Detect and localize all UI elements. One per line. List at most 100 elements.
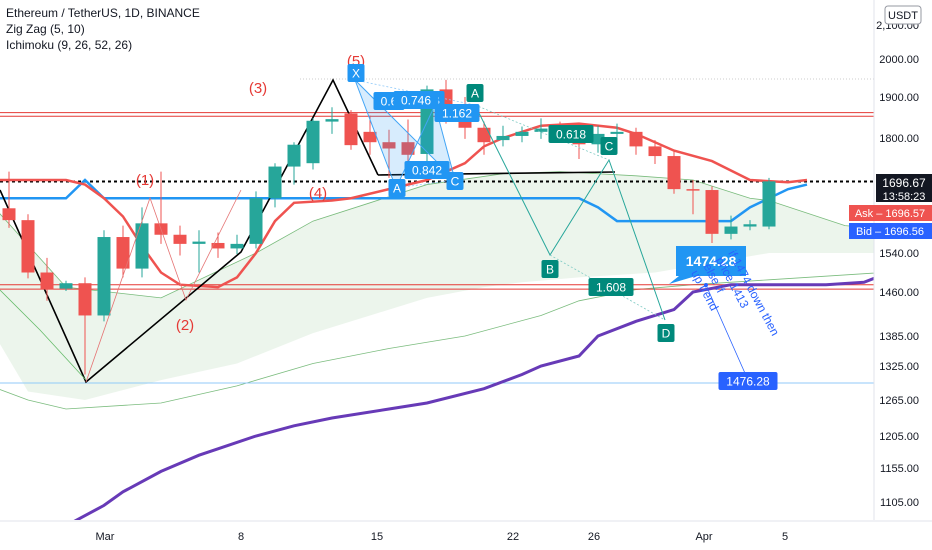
harmonic-x-label-text: X bbox=[352, 67, 360, 81]
candle-body bbox=[97, 237, 111, 316]
candle-body bbox=[610, 131, 624, 134]
abcd-d-label-text: D bbox=[662, 327, 671, 341]
candle-body bbox=[40, 272, 54, 290]
price-tick-label: 1540.00 bbox=[879, 248, 919, 260]
candle-body bbox=[382, 142, 396, 149]
candle-body bbox=[515, 131, 529, 136]
symbol-title: Ethereum / TetherUS, 1D, BINANCE bbox=[6, 6, 200, 20]
candle bbox=[116, 225, 130, 278]
bid-badge-bg bbox=[849, 223, 932, 239]
candle bbox=[344, 110, 358, 150]
currency-badge-bg bbox=[884, 5, 922, 25]
candle-body bbox=[724, 226, 738, 234]
ichimoku-cloud bbox=[0, 171, 874, 400]
candle bbox=[249, 191, 263, 249]
candle bbox=[268, 163, 282, 208]
projection-callout: 1474.28 bbox=[669, 246, 746, 284]
ratio-label-2-text: 1.162 bbox=[442, 107, 472, 121]
candle bbox=[401, 119, 415, 162]
ratio-label-5-bg bbox=[588, 278, 634, 296]
ratio-label-0-text: 0.6 bbox=[381, 95, 398, 109]
candle-body bbox=[686, 189, 700, 191]
abcd-a-label: A bbox=[466, 84, 484, 102]
candle-body bbox=[287, 144, 301, 167]
candle bbox=[496, 125, 510, 147]
candle bbox=[629, 127, 643, 155]
candle bbox=[325, 107, 339, 134]
zigzag-indicator-label[interactable]: Zig Zag (5, 10) bbox=[6, 22, 85, 36]
candle-body bbox=[344, 113, 358, 146]
ichimoku-indicator-label[interactable]: Ichimoku (9, 26, 52, 26) bbox=[6, 38, 133, 52]
wave-label-3: (3) bbox=[249, 80, 267, 97]
target-price-label-text: 1476.28 bbox=[726, 375, 770, 389]
ratio-label-4-bg bbox=[548, 125, 594, 143]
green-sub-line bbox=[0, 289, 87, 381]
currency-badge: USDT bbox=[884, 5, 922, 25]
candle-body bbox=[21, 220, 35, 273]
candle-body bbox=[648, 146, 662, 157]
candle-body bbox=[306, 120, 320, 164]
candle bbox=[534, 118, 548, 139]
candle bbox=[21, 214, 35, 279]
price-tick-label: 1460.00 bbox=[879, 287, 919, 299]
candle bbox=[78, 277, 92, 375]
candle bbox=[515, 126, 529, 143]
candle bbox=[230, 234, 244, 254]
abcd-a-label-text: A bbox=[471, 87, 479, 101]
abcd-b-label-text: B bbox=[546, 263, 554, 277]
candle bbox=[610, 123, 624, 141]
candle bbox=[97, 230, 111, 322]
ratio-label-1-bg bbox=[393, 91, 439, 109]
candle bbox=[591, 125, 605, 153]
ratio-label-4-text: 0.618 bbox=[556, 128, 586, 142]
price-tick-label: 1325.00 bbox=[879, 361, 919, 373]
candle-body bbox=[363, 131, 377, 143]
candle-body bbox=[762, 181, 776, 227]
candle bbox=[686, 180, 700, 215]
chart-legend: Ethereum / TetherUS, 1D, BINANCE Zig Zag… bbox=[6, 5, 200, 53]
candle bbox=[173, 225, 187, 256]
plot-area bbox=[0, 78, 874, 520]
harmonic-c-label-bg bbox=[446, 172, 464, 190]
abcd-c-label: C bbox=[600, 137, 618, 155]
time-tick-label: 22 bbox=[507, 531, 519, 543]
candle-body bbox=[2, 208, 16, 221]
candle-body bbox=[667, 156, 681, 190]
candle-body bbox=[230, 243, 244, 249]
candle bbox=[743, 220, 757, 231]
candle bbox=[135, 207, 149, 278]
harmonic-x-label-bg bbox=[347, 64, 365, 82]
time-tick-label: Mar bbox=[96, 531, 115, 543]
candle-body bbox=[477, 127, 491, 143]
bid-text: Bid – 1696.56 bbox=[856, 226, 924, 238]
harmonic-c-label: C bbox=[446, 172, 464, 190]
candle-body bbox=[325, 119, 339, 122]
candle bbox=[648, 140, 662, 165]
candle-body bbox=[268, 166, 282, 199]
ask-text: Ask – 1696.57 bbox=[855, 208, 925, 220]
abcd-a-label-bg bbox=[466, 84, 484, 102]
ratio-label-1-text: 0.746 bbox=[401, 94, 431, 108]
time-tick-label: 5 bbox=[782, 531, 788, 543]
ratio-label-1: 0.746 bbox=[393, 91, 439, 109]
wave-label-2: (2) bbox=[176, 317, 194, 334]
candle-body bbox=[534, 128, 548, 132]
ratio-label-3: 0.842 bbox=[404, 161, 450, 179]
harmonic-x-label: X bbox=[347, 64, 365, 82]
wave-sub-lines bbox=[85, 189, 242, 383]
price-tick-label: 1205.00 bbox=[879, 431, 919, 443]
candle-body bbox=[249, 198, 263, 244]
price-tick-label: 1155.00 bbox=[880, 463, 919, 475]
harmonic-ac-ratio-line bbox=[395, 179, 456, 189]
candle-body bbox=[116, 237, 130, 269]
price-tick-label: 1900.00 bbox=[879, 92, 919, 104]
candle-body bbox=[496, 135, 510, 141]
abcd-d-label-bg bbox=[657, 324, 675, 342]
candle-body bbox=[78, 283, 92, 316]
candle-body bbox=[192, 241, 206, 244]
candle-body bbox=[743, 224, 757, 227]
candle-body bbox=[591, 133, 605, 145]
